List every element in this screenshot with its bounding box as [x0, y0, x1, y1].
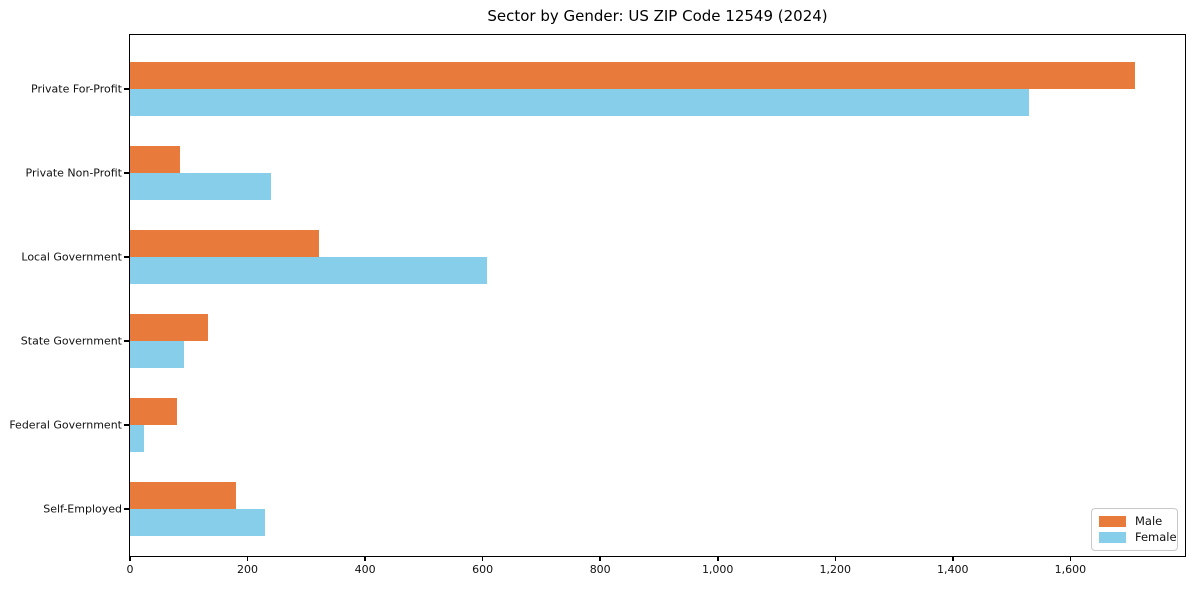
bar-female-local-government — [130, 257, 488, 284]
bar-male-self-employed — [130, 482, 236, 509]
legend-item-male: Male — [1099, 513, 1170, 528]
y-tick-mark-private-for-profit — [124, 88, 129, 90]
x-tick-mark-800 — [599, 557, 601, 561]
y-tick-mark-self-employed — [124, 508, 129, 510]
bar-female-state-government — [130, 341, 185, 368]
bar-female-private-non-profit — [130, 173, 272, 200]
x-tick-mark-1400 — [952, 557, 954, 561]
y-tick-label-state-government: State Government — [20, 334, 122, 348]
y-tick-mark-private-non-profit — [124, 172, 129, 174]
x-tick-label-800: 800 — [589, 563, 611, 576]
x-tick-mark-1200 — [834, 557, 836, 561]
x-tick-label-1600: 1,600 — [1054, 563, 1087, 576]
x-tick-label-200: 200 — [237, 563, 258, 576]
y-tick-mark-state-government — [124, 340, 129, 342]
y-tick-label-private-non-profit: Private Non-Profit — [25, 166, 122, 180]
legend-swatch-male-icon — [1099, 515, 1126, 527]
chart-title: Sector by Gender: US ZIP Code 12549 (202… — [487, 7, 828, 25]
legend-label-female: Female — [1135, 530, 1177, 544]
x-tick-label-600: 600 — [472, 563, 494, 576]
legend: Male Female — [1091, 508, 1178, 551]
x-tick-mark-1000 — [717, 557, 719, 561]
legend-item-female: Female — [1099, 531, 1177, 544]
bar-male-federal-government — [130, 398, 177, 425]
bar-male-private-for-profit — [130, 62, 1135, 89]
y-tick-mark-federal-government — [124, 424, 129, 426]
y-tick-label-federal-government: Federal Government — [9, 418, 122, 432]
bar-male-local-government — [130, 230, 320, 257]
bar-male-private-non-profit — [130, 146, 180, 173]
x-tick-label-1400: 1,400 — [937, 563, 969, 576]
legend-label-male: Male — [1135, 513, 1163, 528]
y-tick-mark-local-government — [124, 256, 129, 258]
y-tick-label-private-for-profit: Private For-Profit — [31, 82, 122, 96]
bar-male-state-government — [130, 314, 208, 341]
y-tick-label-local-government: Local Government — [21, 250, 122, 264]
x-tick-mark-600 — [481, 557, 484, 561]
legend-swatch-female-icon — [1099, 532, 1126, 544]
bar-female-federal-government — [130, 425, 145, 452]
plot-area — [129, 34, 1186, 557]
x-tick-label-0: 0 — [126, 563, 134, 576]
x-tick-mark-0 — [129, 557, 131, 561]
x-tick-mark-1600 — [1069, 557, 1072, 561]
y-tick-label-self-employed: Self-Employed — [43, 502, 122, 516]
bar-female-self-employed — [130, 509, 266, 536]
x-tick-label-1000: 1,000 — [701, 563, 734, 576]
x-tick-label-400: 400 — [354, 563, 376, 576]
bar-female-private-for-profit — [130, 89, 1030, 116]
x-tick-mark-200 — [246, 557, 249, 561]
x-tick-label-1200: 1,200 — [819, 563, 852, 576]
x-tick-mark-400 — [364, 557, 366, 561]
